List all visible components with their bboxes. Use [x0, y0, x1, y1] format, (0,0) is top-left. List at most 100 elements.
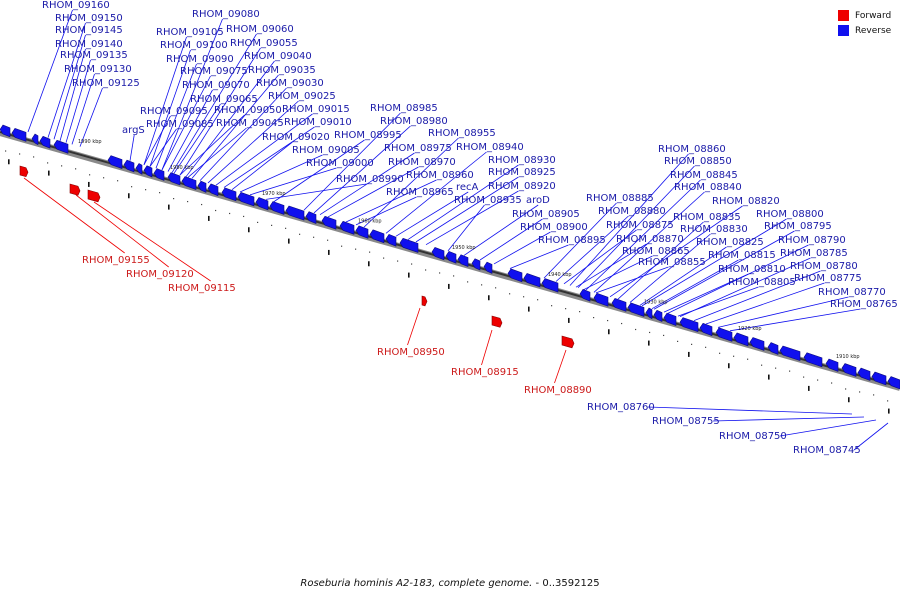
forward-leader	[554, 349, 567, 384]
reverse-gene	[385, 233, 397, 247]
reverse-gene	[483, 261, 493, 274]
gene-label-reverse: RHOM_09125	[72, 78, 140, 89]
gene-label-reverse: RHOM_09025	[268, 91, 336, 102]
reverse-leader	[705, 282, 825, 325]
reverse-gene	[269, 201, 285, 215]
tick-dot	[19, 153, 21, 155]
tick-dot	[607, 319, 609, 322]
tick-dot	[201, 203, 203, 206]
major-tick	[608, 329, 610, 335]
tick-dot	[131, 186, 133, 188]
reverse-gene	[167, 172, 181, 186]
gene-label-reverse: RHOM_09085	[146, 119, 214, 130]
gene-label-reverse: RHOM_09080	[192, 9, 260, 20]
reverse-leader	[47, 22, 86, 138]
gene-label-reverse: RHOM_08940	[456, 142, 524, 153]
reverse-gene	[887, 376, 900, 390]
gene-label-reverse: RHOM_08990	[336, 174, 404, 185]
reverse-leader	[585, 179, 701, 291]
gene-label-reverse: RHOM_08920	[488, 181, 556, 192]
major-tick	[248, 227, 250, 233]
gene-label-reverse: RHOM_09160	[42, 0, 110, 11]
forward-gene	[69, 183, 81, 196]
reverse-leader	[641, 218, 787, 307]
gene-label-reverse: RHOM_08860	[658, 144, 726, 155]
forward-gene	[561, 335, 575, 349]
gene-label-reverse: RHOM_09040	[244, 51, 312, 62]
tick-dot	[831, 382, 833, 384]
gene-label-reverse: RHOM_08765	[830, 299, 898, 310]
tick-dot	[453, 275, 455, 277]
reverse-leader	[59, 48, 86, 142]
tick-dot	[649, 331, 651, 334]
gene-label-reverse: RHOM_08755	[652, 416, 720, 427]
reverse-gene	[679, 317, 699, 333]
reverse-gene	[749, 337, 765, 351]
tick-dot	[817, 379, 819, 381]
tick-dot	[425, 269, 427, 271]
gene-label-forward: RHOM_09120	[126, 269, 194, 280]
reverse-gene	[857, 367, 871, 381]
reverse-gene	[31, 133, 39, 146]
gene-label-reverse: RHOM_08785	[780, 248, 848, 259]
tick-dot	[467, 281, 469, 283]
scale-label: 1970 kbp	[262, 191, 286, 197]
reverse-leader	[161, 18, 223, 171]
scale-label: 1980 kbp	[170, 165, 194, 171]
tick-dot	[5, 150, 7, 152]
reverse-leader	[667, 244, 809, 314]
reverse-gene	[471, 258, 481, 271]
reverse-leader	[479, 218, 543, 261]
gene-label-reverse: RHOM_08825	[696, 237, 764, 248]
gene-label-reverse: RHOM_08775	[794, 273, 862, 284]
tick-dot	[411, 263, 413, 265]
reverse-leader	[327, 166, 419, 218]
gene-label-reverse: argS	[122, 125, 145, 136]
reverse-gene	[339, 220, 355, 235]
reverse-gene	[181, 176, 197, 190]
tick-dot	[887, 400, 889, 402]
tick-dot	[355, 248, 357, 250]
gene-label-reverse: RHOM_08820	[712, 196, 780, 207]
gene-label-reverse: RHOM_08850	[664, 156, 732, 167]
gene-label-reverse: RHOM_09020	[262, 132, 330, 143]
tick-dot	[495, 287, 497, 289]
tick-dot	[103, 177, 105, 179]
gene-label-reverse: RHOM_09105	[156, 27, 224, 38]
tick-dot	[621, 322, 623, 325]
legend-reverse: Reverse	[838, 23, 891, 38]
reverse-leader	[509, 244, 569, 269]
gene-label-reverse: RHOM_08965	[386, 187, 454, 198]
reverse-leader	[265, 183, 367, 200]
gene-label-reverse: RHOM_09095	[140, 106, 208, 117]
reverse-leader	[313, 125, 411, 214]
reverse-leader	[569, 153, 689, 286]
gene-label-reverse: RHOM_08960	[406, 170, 474, 181]
reverse-leader	[239, 154, 323, 193]
reverse-leader	[179, 114, 245, 176]
tick-dot	[215, 209, 217, 212]
tick-dot	[145, 189, 147, 191]
leader-lines	[23, 9, 889, 451]
reverse-gene	[305, 211, 317, 224]
reverse-gene	[825, 358, 839, 372]
tick-dot	[173, 198, 175, 200]
reverse-leader	[595, 266, 669, 294]
gene-label-reverse: RHOM_09030	[256, 78, 324, 89]
caption-range: - 0..3592125	[532, 578, 600, 589]
tick-dot	[565, 308, 567, 310]
major-tick	[328, 249, 330, 255]
tick-dot	[775, 367, 777, 369]
reverse-gene	[457, 254, 469, 268]
tick-dot	[789, 370, 791, 372]
gene-label-reverse: RHOM_08800	[756, 209, 824, 220]
legend-forward: Forward	[838, 8, 891, 23]
reverse-leader	[712, 416, 865, 422]
reverse-leader	[395, 191, 469, 237]
gene-label-forward: RHOM_09155	[82, 255, 150, 266]
forward-leader	[93, 201, 211, 282]
gene-label-reverse: RHOM_08895	[538, 235, 606, 246]
gene-label-reverse: RHOM_08780	[790, 261, 858, 272]
major-tick	[168, 204, 170, 210]
